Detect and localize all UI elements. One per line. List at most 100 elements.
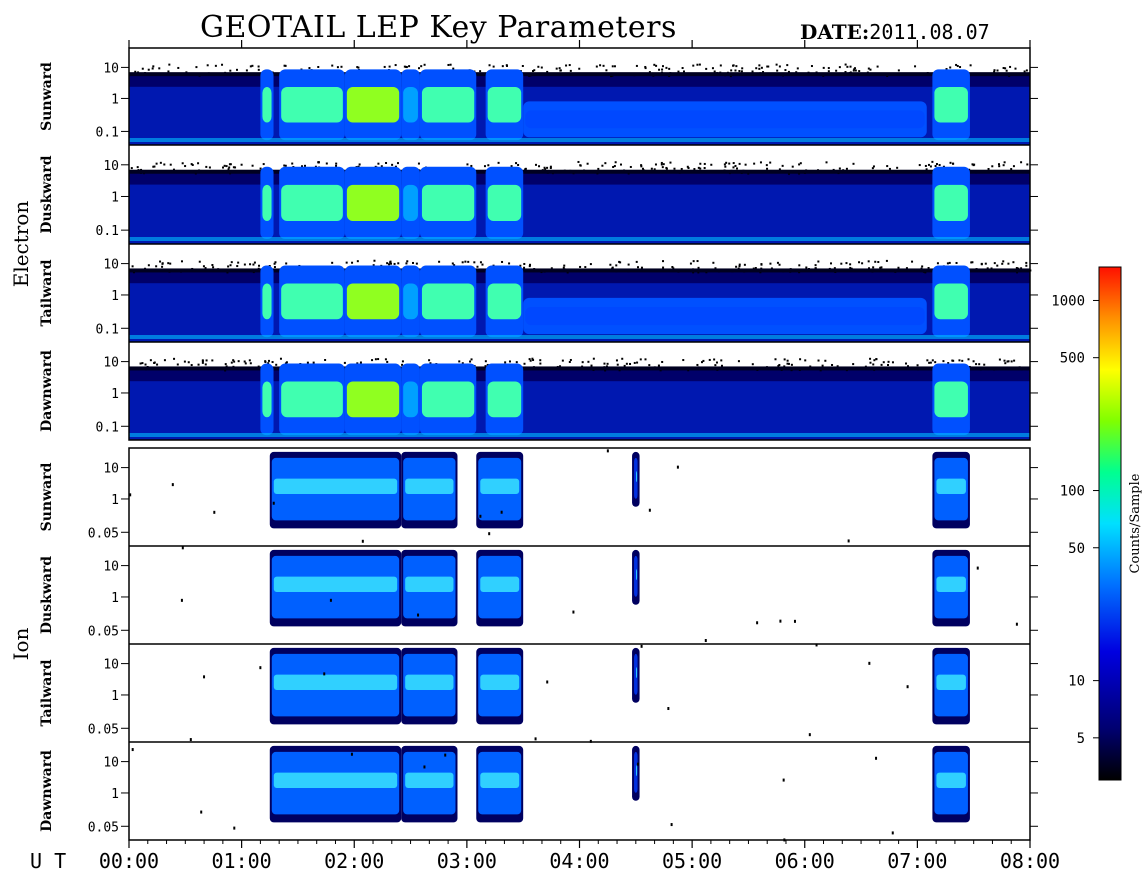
electron-blob-core	[934, 184, 968, 221]
noise-pixel	[176, 363, 179, 366]
noise-pixel	[208, 166, 211, 169]
noise-pixel	[479, 70, 482, 73]
noise-pixel	[380, 165, 383, 168]
noise-pixel	[644, 67, 647, 70]
x-tick-label: 07:00	[887, 849, 947, 873]
y-tick-label: 10	[103, 560, 119, 575]
electron-blob-core	[346, 283, 400, 320]
noise-pixel	[147, 68, 150, 71]
colorbar	[1098, 266, 1122, 781]
noise-pixel	[206, 64, 209, 67]
noise-pixel	[693, 168, 696, 171]
noise-pixel	[849, 65, 852, 68]
noise-pixel	[778, 168, 781, 171]
noise-pixel	[1007, 360, 1010, 363]
noise-pixel	[998, 165, 1001, 168]
noise-pixel	[259, 167, 262, 170]
noise-pixel	[692, 64, 695, 67]
noise-pixel	[677, 70, 680, 73]
noise-pixel	[931, 160, 934, 163]
y-tick-label: 0.05	[88, 722, 119, 737]
electron-cutoff	[129, 237, 1030, 241]
noise-pixel	[741, 67, 744, 70]
noise-pixel	[734, 164, 737, 167]
noise-pixel	[252, 263, 255, 266]
noise-pixel	[228, 163, 231, 166]
noise-pixel	[662, 260, 665, 263]
noise-pixel	[702, 359, 705, 362]
noise-pixel	[804, 359, 807, 362]
noise-pixel	[799, 358, 802, 361]
ion-noise-pixel	[1015, 622, 1018, 626]
noise-pixel	[152, 165, 155, 168]
noise-pixel	[888, 167, 891, 170]
noise-pixel	[827, 70, 830, 73]
electron-blob-core	[487, 381, 522, 418]
noise-pixel	[958, 359, 961, 362]
noise-pixel	[1012, 261, 1015, 264]
noise-pixel	[1025, 69, 1028, 72]
ion-noise-pixel	[546, 680, 549, 684]
noise-pixel	[161, 265, 164, 268]
noise-pixel	[356, 260, 359, 263]
noise-pixel	[751, 70, 754, 73]
noise-pixel	[625, 362, 628, 365]
noise-pixel	[956, 65, 959, 68]
noise-pixel	[172, 168, 175, 171]
noise-pixel	[1020, 267, 1023, 270]
noise-pixel	[152, 65, 155, 68]
noise-pixel	[372, 264, 375, 267]
noise-pixel	[497, 161, 500, 164]
x-tick-label: 08:00	[1000, 849, 1060, 873]
panel-label-sunward: Sunward	[39, 62, 55, 131]
noise-pixel	[273, 266, 276, 269]
noise-pixel	[822, 66, 825, 69]
noise-pixel	[211, 359, 214, 362]
noise-pixel	[134, 70, 137, 73]
noise-pixel	[147, 264, 150, 267]
ion-noise-pixel	[323, 672, 326, 676]
noise-pixel	[880, 363, 883, 366]
noise-pixel	[728, 162, 731, 165]
electron-blob-core	[262, 283, 272, 320]
y-tick-label: 10	[103, 658, 119, 673]
noise-pixel	[744, 163, 747, 166]
ion-blob-hot	[480, 674, 520, 690]
noise-pixel	[735, 65, 738, 68]
noise-pixel	[258, 264, 261, 267]
noise-pixel	[476, 265, 479, 268]
noise-pixel	[167, 262, 170, 265]
noise-pixel	[697, 266, 700, 269]
noise-pixel	[715, 361, 718, 364]
noise-pixel	[644, 358, 647, 361]
noise-pixel	[492, 65, 495, 68]
noise-pixel	[778, 65, 781, 68]
panel-label-sunward: Sunward	[39, 462, 55, 531]
ion-blob-hot	[636, 471, 638, 483]
electron-panel-duskward	[129, 160, 1030, 244]
noise-pixel	[198, 260, 201, 263]
noise-pixel	[973, 163, 976, 166]
noise-pixel	[605, 365, 608, 368]
noise-pixel	[648, 71, 651, 74]
noise-pixel	[735, 265, 738, 268]
noise-pixel	[1009, 65, 1012, 68]
noise-pixel	[359, 361, 362, 364]
noise-pixel	[872, 266, 875, 269]
noise-pixel	[905, 267, 908, 270]
noise-pixel	[852, 363, 855, 366]
electron-panel-sunward	[129, 63, 1030, 145]
noise-pixel	[611, 65, 614, 68]
noise-pixel	[1010, 360, 1013, 363]
noise-pixel	[592, 357, 595, 360]
electron-blob-core	[421, 87, 475, 123]
noise-pixel	[949, 161, 952, 164]
noise-pixel	[229, 264, 232, 267]
colorbar-tick-label: 1000	[1051, 293, 1085, 309]
noise-pixel	[131, 265, 134, 268]
noise-pixel	[846, 65, 849, 68]
noise-pixel	[1010, 168, 1013, 171]
y-tick-label: 10	[103, 258, 119, 273]
noise-pixel	[719, 64, 722, 67]
noise-pixel	[887, 364, 890, 367]
